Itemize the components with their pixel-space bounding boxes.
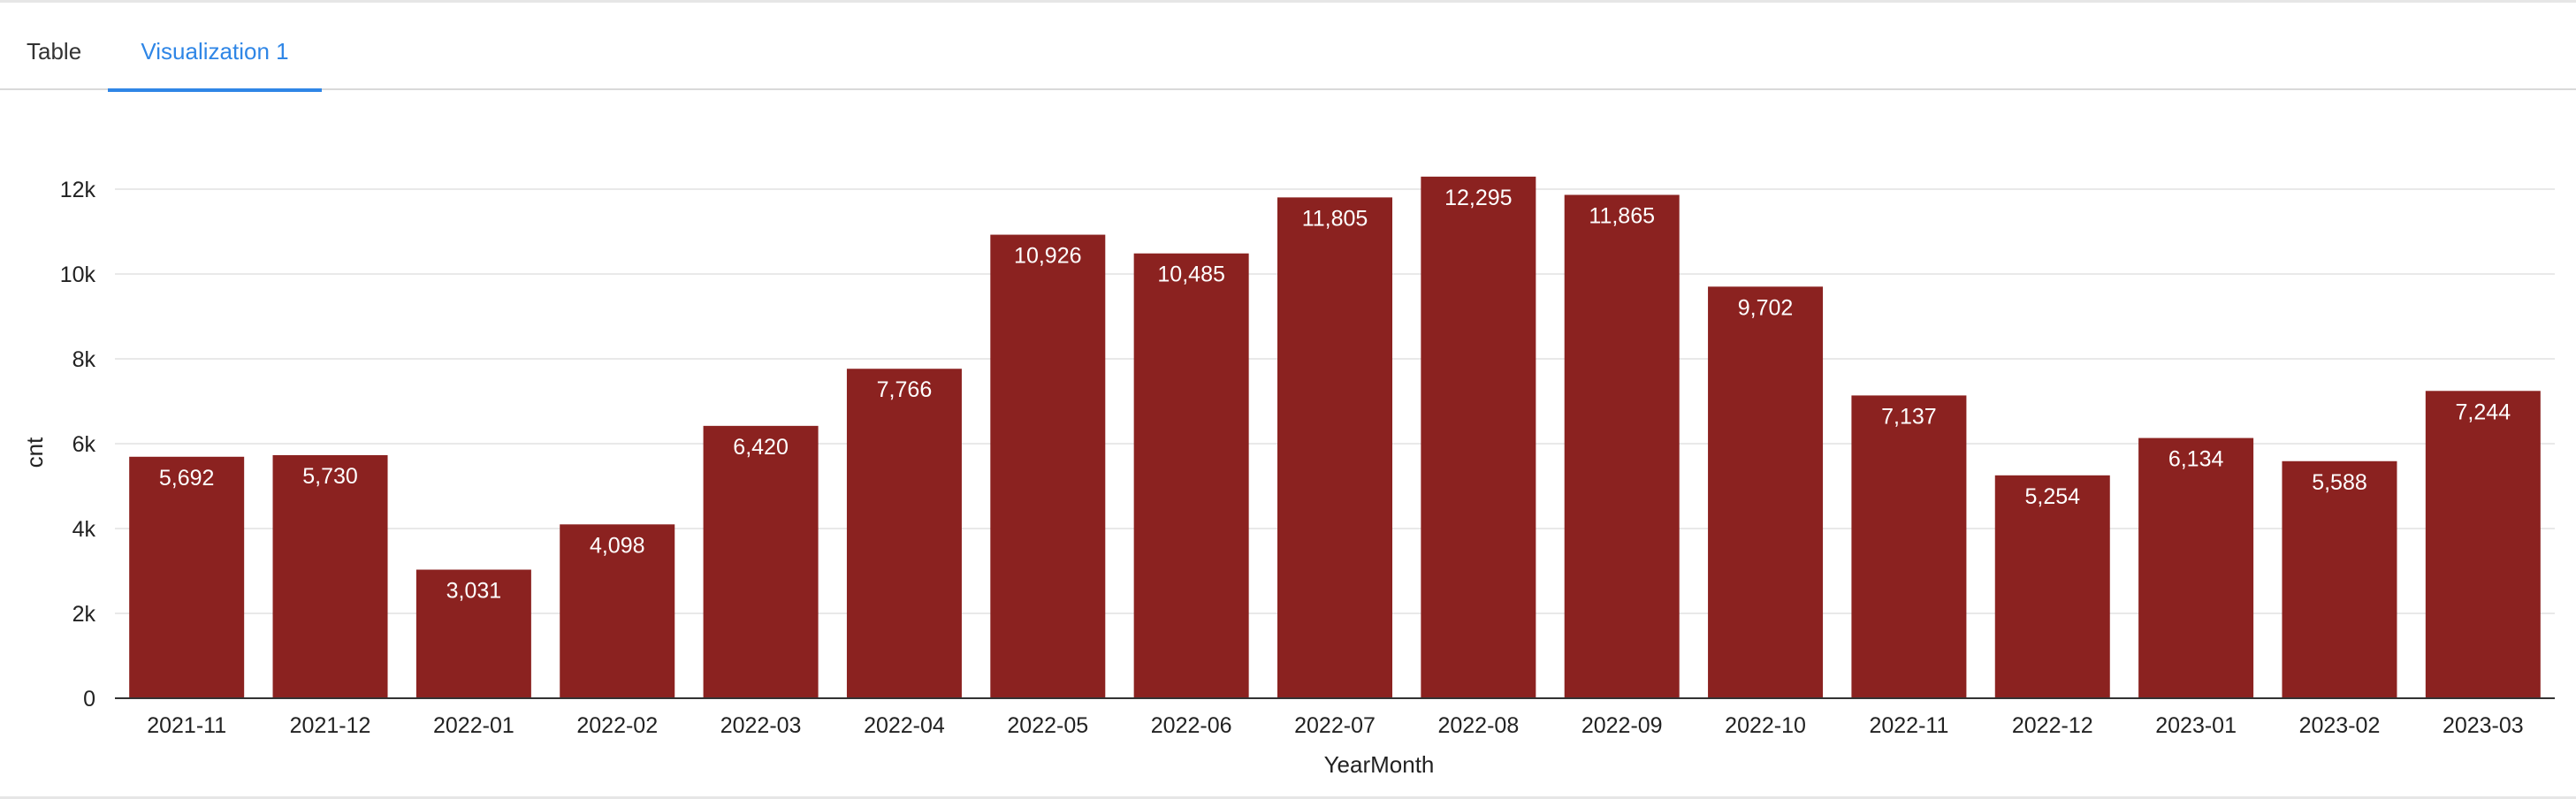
y-axis-ticks: 0 2k 4k 6k 8k 10k 12k	[60, 178, 96, 711]
bar-2022-09[interactable]	[1564, 194, 1680, 699]
bar-value-label: 3,031	[446, 579, 502, 604]
bar-2022-04[interactable]	[846, 369, 962, 698]
bar-2022-07[interactable]	[1277, 197, 1392, 699]
bar-value-label: 10,485	[1157, 263, 1224, 287]
bar-value-label: 9,702	[1738, 295, 1794, 320]
bar-2022-03[interactable]	[703, 425, 819, 698]
x-tick-label: 2022-05	[1007, 713, 1088, 738]
x-tick-label: 2022-02	[576, 713, 658, 738]
bar-2022-06[interactable]	[1133, 253, 1249, 698]
bar-2021-12[interactable]	[272, 454, 388, 698]
x-tick-label: 2022-10	[1725, 713, 1806, 738]
y-axis-title: cnt	[21, 437, 48, 468]
bar-value-label: 11,805	[1302, 206, 1368, 231]
bar-2022-08[interactable]	[1421, 176, 1536, 699]
bar-value-label: 4,098	[590, 533, 645, 558]
y-tick-label: 2k	[72, 602, 96, 627]
bar-chart: 0 2k 4k 6k 8k 10k 12k 5,692 5,730 3,031 4,098 6,42…	[21, 176, 2555, 778]
bar-value-label: 7,766	[877, 377, 933, 402]
x-tick-label: 2022-01	[433, 713, 514, 738]
y-tick-label: 0	[83, 687, 95, 711]
bar-value-label: 5,588	[2312, 470, 2367, 495]
bar-value-label: 11,865	[1589, 203, 1655, 228]
bar-2022-02[interactable]	[560, 524, 675, 698]
bar-value-label: 5,254	[2024, 484, 2080, 509]
bar-value-label: 7,244	[2456, 400, 2511, 424]
bar-2021-11[interactable]	[129, 456, 245, 698]
bar-value-label: 10,926	[1014, 244, 1081, 269]
x-tick-label: 2022-08	[1437, 713, 1519, 738]
x-tick-label: 2023-03	[2443, 713, 2524, 738]
bar-2023-01[interactable]	[2138, 438, 2254, 698]
x-tick-label: 2022-07	[1294, 713, 1376, 738]
bar-2022-01[interactable]	[415, 569, 531, 698]
bar-2022-05[interactable]	[990, 234, 1106, 698]
bar-2023-03[interactable]	[2425, 391, 2541, 698]
bar-2022-11[interactable]	[1851, 395, 1967, 698]
tab-visualization-1[interactable]: Visualization 1	[108, 5, 322, 92]
x-tick-label: 2021-11	[147, 713, 226, 738]
bar-value-label: 6,134	[2168, 447, 2224, 472]
bar-value-label: 6,420	[733, 435, 789, 460]
x-tick-label: 2022-09	[1581, 713, 1663, 738]
bar-value-label: 5,730	[302, 464, 358, 489]
bar-2023-02[interactable]	[2282, 460, 2397, 698]
x-tick-label: 2022-12	[2012, 713, 2093, 738]
bar-2022-12[interactable]	[1994, 475, 2110, 698]
bar-value-label: 5,692	[159, 466, 215, 491]
tab-table[interactable]: Table	[27, 38, 82, 65]
x-tick-label: 2023-02	[2299, 713, 2381, 738]
bar-value-label: 7,137	[1881, 404, 1937, 429]
x-axis-ticks: 2021-11 2021-12 2022-01 2022-02 2022-03 2022-…	[147, 713, 2523, 738]
x-tick-label: 2022-11	[1869, 713, 1948, 738]
x-axis-title: YearMonth	[1324, 751, 1435, 778]
x-tick-label: 2022-03	[720, 713, 802, 738]
y-tick-label: 6k	[72, 432, 96, 457]
y-tick-label: 12k	[60, 178, 96, 202]
y-tick-label: 8k	[72, 347, 96, 372]
x-tick-label: 2023-01	[2155, 713, 2237, 738]
y-tick-label: 4k	[72, 517, 96, 542]
tab-bar: Table Visualization 1	[0, 5, 2576, 92]
x-tick-label: 2021-12	[290, 713, 371, 738]
x-tick-label: 2022-06	[1151, 713, 1232, 738]
bar-value-label: 12,295	[1444, 186, 1512, 210]
x-tick-label: 2022-04	[864, 713, 945, 738]
y-tick-label: 10k	[60, 263, 96, 287]
bar-2022-10[interactable]	[1708, 286, 1824, 698]
bars: 5,692 5,730 3,031 4,098 6,420 7,766 10,926 10,4…	[129, 176, 2541, 699]
